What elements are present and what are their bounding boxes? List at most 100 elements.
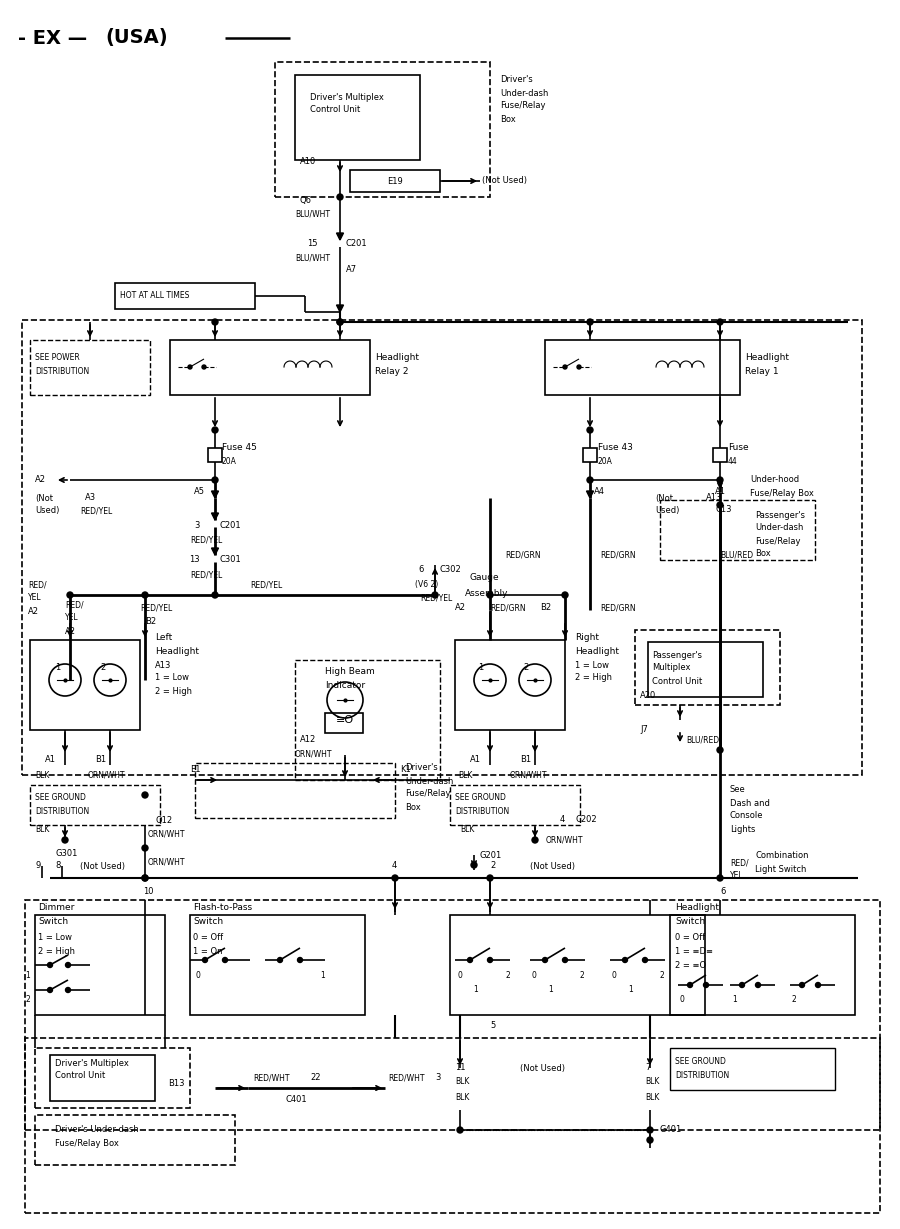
Text: Relay 2: Relay 2 — [375, 367, 409, 376]
Bar — [115, 283, 255, 308]
Circle shape — [799, 982, 805, 987]
Text: A2: A2 — [28, 607, 39, 617]
Circle shape — [212, 477, 218, 483]
Circle shape — [717, 477, 723, 483]
Circle shape — [471, 862, 477, 868]
Bar — [583, 449, 597, 462]
Circle shape — [142, 846, 148, 850]
Text: Headlight: Headlight — [745, 354, 789, 363]
Text: RED/: RED/ — [730, 859, 749, 868]
Text: BLK: BLK — [645, 1078, 660, 1086]
Circle shape — [623, 957, 627, 962]
Text: B13: B13 — [168, 1079, 184, 1088]
Circle shape — [562, 592, 568, 599]
Text: 20A: 20A — [222, 457, 237, 467]
Circle shape — [298, 957, 302, 962]
Text: Gauge: Gauge — [470, 574, 500, 583]
Text: BLK: BLK — [645, 1094, 660, 1102]
Text: ORN/WHT: ORN/WHT — [546, 836, 583, 844]
Text: 2: 2 — [25, 995, 30, 1004]
Bar — [295, 75, 420, 160]
Text: Q6: Q6 — [300, 195, 312, 204]
Text: BLK: BLK — [35, 826, 50, 834]
Text: Indicator: Indicator — [325, 681, 365, 689]
Bar — [190, 916, 365, 1015]
Text: 6: 6 — [418, 565, 424, 574]
Circle shape — [392, 875, 398, 881]
Text: 0 = Off: 0 = Off — [193, 934, 223, 943]
Text: YEL: YEL — [28, 594, 41, 602]
Circle shape — [202, 957, 208, 962]
Text: BLU/RED: BLU/RED — [686, 735, 719, 745]
Text: BLU/RED: BLU/RED — [720, 551, 753, 559]
Bar — [713, 449, 727, 462]
Circle shape — [717, 875, 723, 881]
Text: Box: Box — [755, 549, 770, 558]
Bar — [660, 500, 815, 560]
Bar — [195, 763, 395, 819]
Text: C401: C401 — [285, 1095, 307, 1105]
Bar — [670, 1048, 835, 1090]
Text: Right: Right — [575, 633, 599, 643]
Text: A1: A1 — [470, 756, 481, 764]
Text: 9: 9 — [35, 862, 40, 870]
Bar — [295, 660, 440, 780]
Circle shape — [432, 592, 438, 599]
Text: A2: A2 — [455, 603, 466, 612]
Circle shape — [755, 982, 760, 987]
Text: Under-dash: Under-dash — [405, 777, 454, 785]
Text: High Beam: High Beam — [325, 667, 374, 676]
Circle shape — [337, 194, 343, 200]
Text: G201: G201 — [480, 850, 502, 859]
Text: Dash and: Dash and — [730, 799, 770, 807]
Text: RED/YEL: RED/YEL — [190, 570, 222, 580]
Text: K1: K1 — [400, 766, 410, 774]
Bar — [325, 713, 363, 732]
Bar — [30, 785, 160, 825]
Text: Switch: Switch — [38, 917, 68, 925]
Text: RED/YEL: RED/YEL — [420, 594, 452, 602]
Text: RED/GRN: RED/GRN — [600, 603, 635, 612]
Text: 11: 11 — [455, 1063, 465, 1073]
Circle shape — [337, 320, 343, 324]
Text: BLU/WHT: BLU/WHT — [295, 209, 330, 219]
Text: 1 = On: 1 = On — [193, 946, 222, 955]
Text: Driver's Multiplex: Driver's Multiplex — [55, 1058, 129, 1068]
Text: B1: B1 — [95, 756, 106, 764]
Text: ORN/WHT: ORN/WHT — [148, 830, 185, 838]
Circle shape — [587, 477, 593, 483]
Text: 1: 1 — [55, 664, 60, 672]
Text: Driver's: Driver's — [405, 763, 437, 773]
Circle shape — [562, 957, 568, 962]
Text: A4: A4 — [594, 488, 605, 497]
Text: (Not Used): (Not Used) — [482, 177, 527, 186]
Text: C13: C13 — [716, 505, 733, 515]
Text: 0: 0 — [457, 971, 462, 980]
Text: RED/WHT: RED/WHT — [388, 1073, 425, 1083]
Text: Combination: Combination — [755, 850, 808, 859]
Text: SEE GROUND: SEE GROUND — [35, 794, 86, 803]
Bar — [35, 916, 165, 1015]
Circle shape — [467, 957, 472, 962]
Text: (Not Used): (Not Used) — [530, 862, 575, 870]
Text: 2: 2 — [580, 971, 585, 980]
Text: A1: A1 — [45, 756, 56, 764]
Text: Control Unit: Control Unit — [55, 1072, 105, 1080]
Circle shape — [543, 957, 547, 962]
Text: B2: B2 — [145, 617, 156, 626]
Circle shape — [688, 982, 692, 987]
Text: Driver's Under-dash: Driver's Under-dash — [55, 1126, 139, 1134]
Text: BLK: BLK — [455, 1094, 470, 1102]
Circle shape — [142, 875, 148, 881]
Text: Box: Box — [500, 114, 516, 123]
Text: Control Unit: Control Unit — [310, 106, 360, 114]
Text: Under-hood: Under-hood — [750, 476, 799, 484]
Text: Relay 1: Relay 1 — [745, 367, 778, 376]
Text: (Not Used): (Not Used) — [80, 862, 125, 870]
Text: YEL: YEL — [65, 613, 78, 623]
Text: Passenger's: Passenger's — [652, 650, 702, 660]
Text: C302: C302 — [440, 565, 462, 574]
Text: 2 = High: 2 = High — [155, 687, 192, 696]
Text: 22: 22 — [310, 1073, 320, 1083]
Circle shape — [142, 875, 148, 881]
